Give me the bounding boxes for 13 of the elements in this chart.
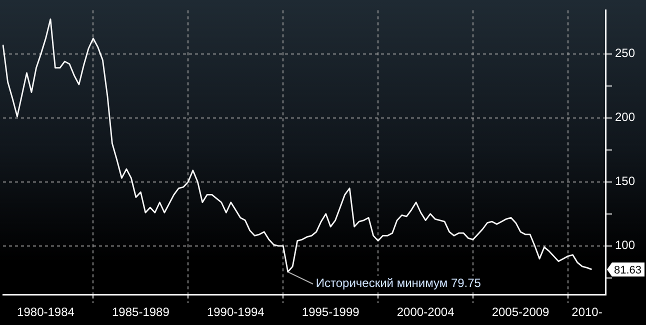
text: 81.63 — [614, 264, 642, 276]
x-tick-label: 1990-1994 — [206, 305, 265, 320]
y-tick-label: 250 — [614, 46, 636, 60]
x-tick-label: 1995-1999 — [302, 305, 360, 320]
y-tick-label: 100 — [614, 238, 636, 252]
annotation: Исторический минимум 79.75 — [316, 276, 482, 290]
x-tick-label: 1980-1984 — [17, 305, 75, 320]
x-tick-label: 1985-1989 — [112, 305, 170, 320]
x-tick-label: 2005-2009 — [492, 305, 550, 320]
y-tick-label: 200 — [614, 110, 636, 124]
y-tick-label: 150 — [614, 174, 636, 188]
x-tick-label: 2010- — [572, 305, 602, 320]
x-tick-label: 2000-2004 — [396, 305, 455, 320]
